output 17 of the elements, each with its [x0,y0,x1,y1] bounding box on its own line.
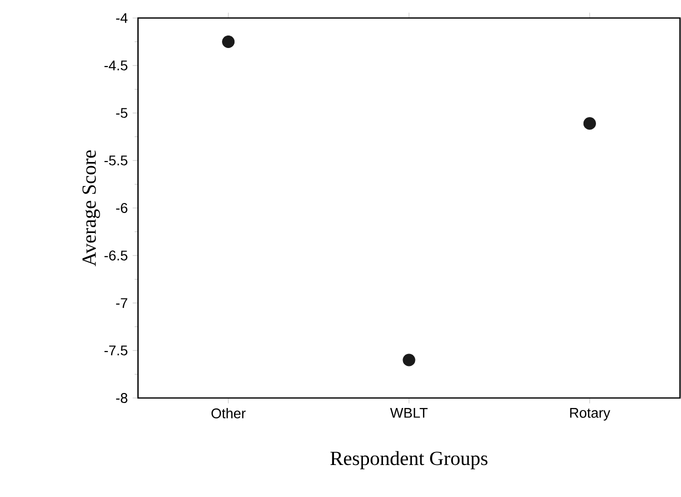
y-axis-title: Average Score [82,150,100,266]
y-tick-label: -6.5 [104,250,128,260]
x-tick-label: Other [212,408,246,418]
y-tick-label: -7.5 [104,346,128,356]
y-tick-label: -7 [116,298,128,308]
point [583,117,596,130]
y-tick-label: -6 [116,203,128,213]
x-axis-title: Respondent Groups [330,451,488,470]
y-tick-label: -4.5 [104,60,128,70]
point [402,354,416,366]
x-tick-label: WBLT [390,408,428,418]
x-tick-label: Rotary [570,408,610,421]
y-tick-label: -8 [116,393,128,403]
y-tick-label: -4 [116,13,128,23]
y-tick-label: -5.5 [104,156,128,166]
point [222,35,235,48]
y-tick-label: -5 [116,108,128,118]
